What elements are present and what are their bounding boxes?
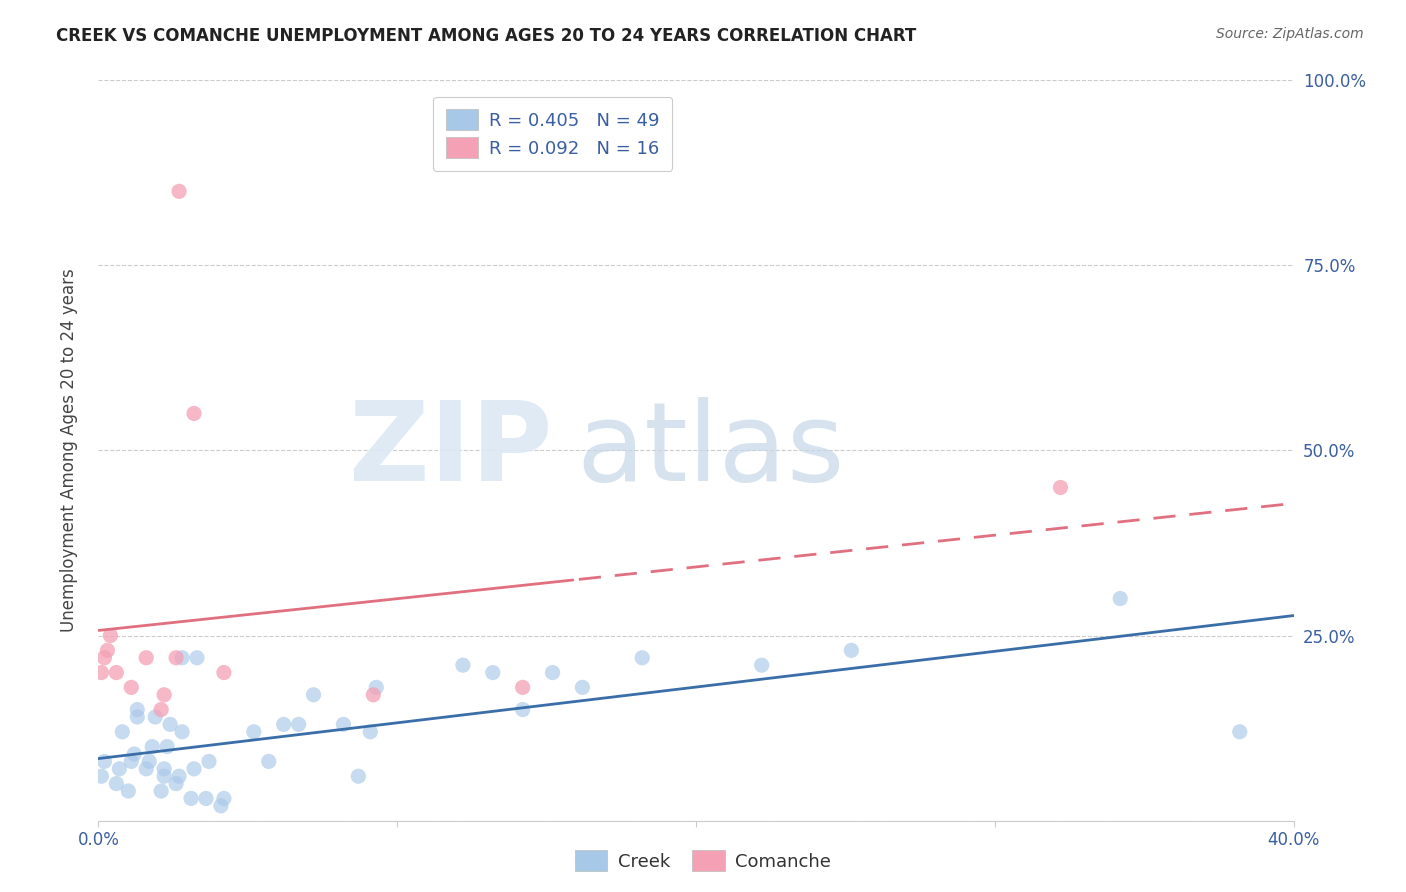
Point [150, 703, 173, 717]
Point [96, 643, 118, 657]
Point [167, 769, 190, 783]
Point [212, 791, 235, 805]
Point [209, 798, 232, 813]
Point [127, 703, 149, 717]
Point [159, 717, 181, 731]
Point [541, 665, 564, 680]
Point [167, 184, 190, 198]
Point [93, 650, 115, 665]
Text: Source: ZipAtlas.com: Source: ZipAtlas.com [1216, 27, 1364, 41]
Point [98, 628, 122, 642]
Point [359, 724, 381, 739]
Point [363, 688, 385, 702]
Point [90, 665, 112, 680]
Point [153, 762, 176, 776]
Point [165, 650, 187, 665]
Text: atlas: atlas [576, 397, 845, 504]
Point [111, 724, 134, 739]
Point [153, 688, 176, 702]
Point [117, 784, 139, 798]
Legend: R = 0.405   N = 49, R = 0.092   N = 16: R = 0.405 N = 49, R = 0.092 N = 16 [433, 96, 672, 171]
Point [143, 710, 166, 724]
Point [183, 407, 205, 421]
Point [135, 650, 157, 665]
Point [512, 681, 534, 695]
Point [141, 739, 163, 754]
Point [451, 658, 474, 673]
Point [332, 717, 354, 731]
Point [150, 784, 173, 798]
Point [571, 681, 593, 695]
Point [120, 755, 142, 769]
Point [212, 665, 235, 680]
Point [198, 755, 221, 769]
Point [302, 688, 325, 702]
Point [172, 724, 194, 739]
Point [156, 739, 179, 754]
Point [1109, 591, 1132, 606]
Legend: Creek, Comanche: Creek, Comanche [568, 843, 838, 879]
Point [138, 755, 160, 769]
Point [841, 643, 863, 657]
Point [186, 650, 208, 665]
Point [180, 791, 202, 805]
Point [751, 658, 773, 673]
Point [165, 776, 187, 791]
Text: ZIP: ZIP [349, 397, 553, 504]
Point [183, 762, 205, 776]
Point [93, 755, 115, 769]
Point [273, 717, 295, 731]
Point [108, 762, 131, 776]
Point [366, 681, 388, 695]
Point [90, 769, 112, 783]
Point [120, 681, 142, 695]
Point [1049, 480, 1071, 494]
Point [347, 769, 370, 783]
Point [135, 762, 157, 776]
Point [105, 665, 128, 680]
Text: CREEK VS COMANCHE UNEMPLOYMENT AMONG AGES 20 TO 24 YEARS CORRELATION CHART: CREEK VS COMANCHE UNEMPLOYMENT AMONG AGE… [56, 27, 917, 45]
Point [243, 724, 266, 739]
Point [257, 755, 280, 769]
Point [631, 650, 654, 665]
Y-axis label: Unemployment Among Ages 20 to 24 years: Unemployment Among Ages 20 to 24 years [59, 268, 77, 632]
Point [153, 769, 176, 783]
Point [195, 791, 218, 805]
Point [172, 650, 194, 665]
Point [124, 747, 146, 761]
Point [512, 703, 534, 717]
Point [482, 665, 505, 680]
Point [105, 776, 128, 791]
Point [1229, 724, 1251, 739]
Point [127, 710, 149, 724]
Point [287, 717, 309, 731]
